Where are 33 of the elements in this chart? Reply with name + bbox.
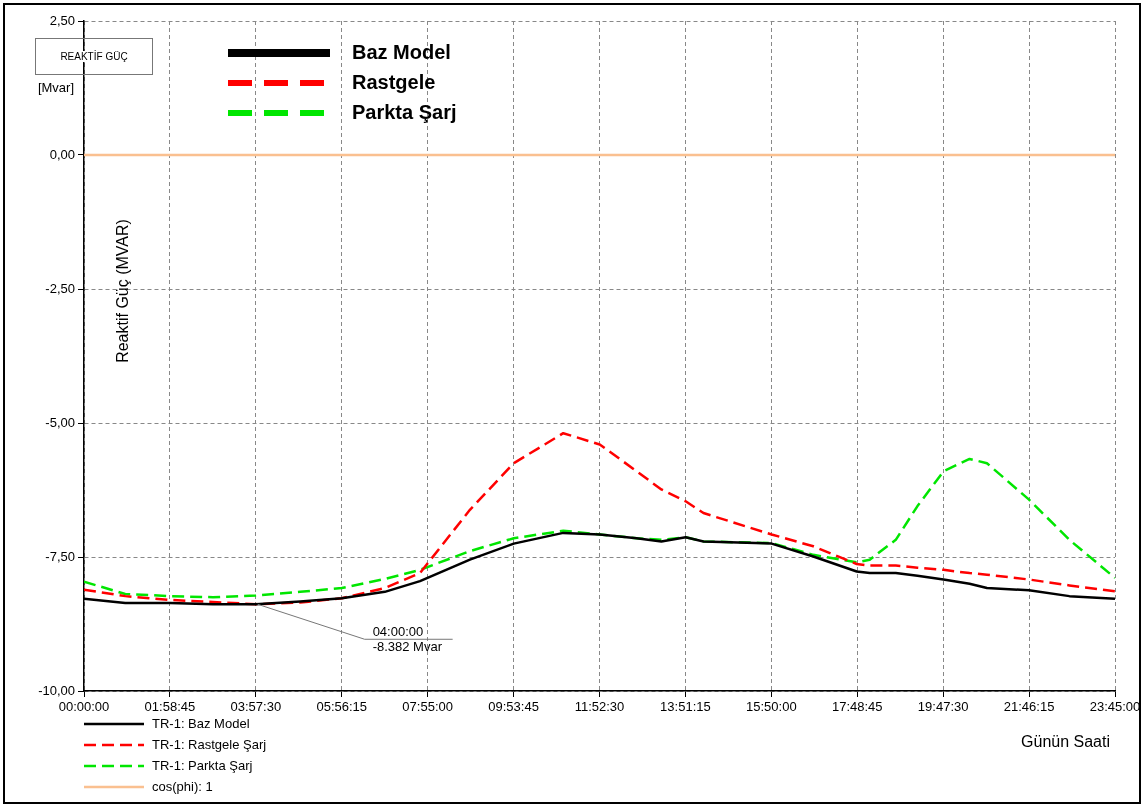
label-box: REAKTİF GÜÇ	[35, 38, 153, 75]
x-tick-label: 01:58:45	[144, 699, 196, 715]
line-series	[84, 431, 1115, 606]
x-tick-label: 23:45:00	[1089, 699, 1141, 715]
y-tick-label: -5,00	[45, 414, 75, 430]
legend-label: TR-1: Parkta Şarj	[152, 757, 253, 773]
y-axis-title: Reaktif Güç (MVAR)	[114, 219, 132, 363]
y-tick-label: -7,50	[45, 548, 75, 564]
x-tick-label: 13:51:15	[660, 699, 711, 715]
annotation: 04:00:00 -8.382 Mvar	[372, 624, 443, 655]
x-tick-label: 07:55:00	[402, 699, 453, 715]
x-tick-label: 00:00:00	[58, 699, 110, 715]
x-tick-label: 03:57:30	[230, 699, 282, 715]
legend-label: TR-1: Rastgele Şarj	[152, 736, 267, 752]
x-tick-label: 09:53:45	[488, 699, 539, 715]
legend-label: cos(phi): 1	[152, 778, 213, 794]
text: [Mvar]	[37, 79, 74, 95]
y-tick-label: 2,50	[49, 12, 75, 28]
legend-label: TR-1: Baz Model	[152, 715, 250, 731]
annotation: Rastgele	[352, 70, 436, 93]
x-tick-label: 15:50:00	[746, 699, 797, 715]
x-tick-label: 05:56:15	[316, 699, 368, 715]
y-tick-label: -2,50	[45, 280, 75, 296]
y-tick-label: 0,00	[49, 146, 75, 162]
x-axis-title: Günün Saati	[1021, 733, 1110, 751]
annotation: Parkta Şarj	[352, 100, 457, 123]
y-tick-label: -10,00	[38, 682, 75, 698]
x-tick-label: 19:47:30	[917, 699, 969, 715]
line-series	[84, 457, 1115, 599]
x-tick-label: 11:52:30	[574, 699, 625, 715]
x-tick-label: 21:46:15	[1003, 699, 1055, 715]
x-tick-label: 17:48:45	[831, 699, 883, 715]
annotation: Baz Model	[352, 40, 451, 63]
